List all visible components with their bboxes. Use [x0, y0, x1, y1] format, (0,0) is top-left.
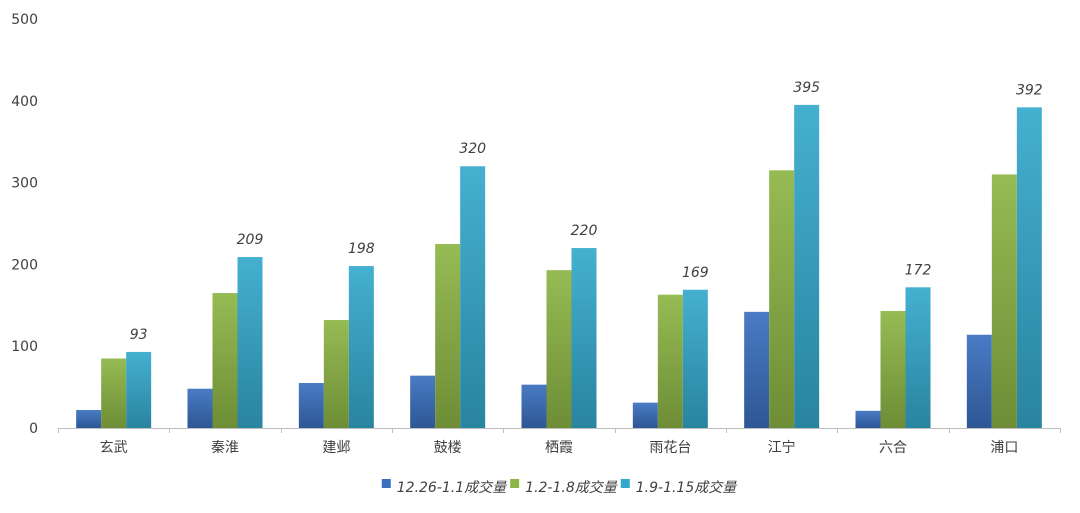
x-category-label: 建邺 [322, 440, 350, 456]
bar [991, 174, 1017, 428]
bar [101, 358, 127, 428]
bars-layer [76, 104, 1042, 429]
legend-swatch [620, 479, 630, 488]
data-label: 93 [130, 327, 148, 343]
data-label: 220 [571, 223, 598, 239]
data-label: 392 [1016, 82, 1043, 98]
y-tick-label: 400 [11, 94, 38, 110]
bar [571, 248, 597, 428]
data-label: 169 [682, 265, 709, 281]
x-category-label: 鼓楼 [434, 440, 462, 456]
legend-label: 1.2-1.8成交量 [525, 480, 619, 496]
legend: 12.26-1.1成交量 1.2-1.8成交量 1.9-1.15成交量 [381, 479, 738, 496]
legend-swatch [381, 479, 391, 488]
bar [769, 170, 795, 428]
x-category-label: 玄武 [100, 439, 128, 456]
y-tick-label: 500 [11, 12, 38, 28]
bar [682, 289, 708, 428]
legend-item[interactable]: 1.9-1.15成交量 [620, 479, 738, 496]
bar [1016, 107, 1042, 429]
bar [298, 383, 324, 428]
bar [546, 270, 572, 428]
bar [435, 243, 461, 428]
legend-label: 1.9-1.15成交量 [636, 480, 738, 496]
legend-label: 12.26-1.1成交量 [397, 480, 508, 496]
x-category-label: 六合 [879, 440, 907, 456]
bar [880, 311, 906, 428]
bar [794, 104, 820, 428]
x-category-label: 栖霞 [545, 440, 573, 456]
bar [905, 287, 931, 428]
x-category-label: 雨花台 [649, 440, 691, 456]
bar [657, 294, 683, 428]
bar [521, 384, 547, 428]
data-label: 172 [905, 262, 932, 278]
bar [744, 311, 770, 428]
axis-layer: 0 100 200 300 400 500 玄武 秦淮 建邺 鼓楼 栖霞 雨花台 江宁 六合 浦口 [11, 12, 1061, 456]
legend-item[interactable]: 1.2-1.8成交量 [510, 479, 619, 496]
legend-swatch [510, 479, 520, 488]
bar [76, 410, 102, 428]
x-category-label: 浦口 [990, 440, 1018, 456]
bar [632, 402, 658, 428]
y-tick-label: 300 [11, 176, 38, 192]
data-label: 395 [793, 80, 820, 96]
bar [323, 320, 349, 428]
data-labels-layer: 93 209 198 320 220 169 395 172 392 [130, 80, 1043, 343]
y-tick-label: 200 [11, 257, 38, 273]
bar [212, 293, 238, 428]
x-category-label: 秦淮 [211, 440, 239, 456]
legend-item[interactable]: 12.26-1.1成交量 [381, 479, 508, 496]
bar [187, 388, 213, 428]
bar [460, 166, 486, 429]
y-tick-label: 100 [11, 339, 38, 355]
data-label: 320 [459, 141, 486, 157]
y-tick-label: 0 [29, 421, 38, 437]
bar [237, 257, 263, 428]
bar [855, 410, 881, 428]
data-label: 209 [237, 232, 264, 248]
data-label: 198 [348, 241, 375, 257]
bar [126, 351, 152, 428]
bar [410, 375, 436, 428]
bar [966, 334, 992, 428]
bar [348, 266, 374, 428]
x-category-label: 江宁 [768, 439, 796, 456]
